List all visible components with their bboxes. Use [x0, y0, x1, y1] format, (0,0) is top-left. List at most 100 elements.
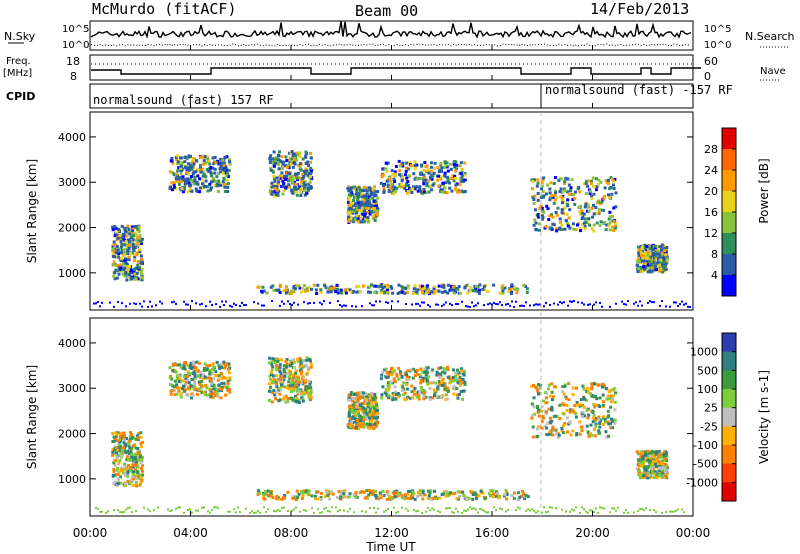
scatter-cell	[115, 468, 119, 472]
scatter-cell	[299, 362, 303, 366]
scatter-cell	[551, 425, 555, 429]
scatter-cell	[204, 185, 207, 188]
scatter-cell	[195, 360, 199, 364]
scatter-cell	[353, 411, 356, 415]
scatter-cell	[334, 290, 338, 293]
scatter-cell	[116, 439, 120, 443]
scatter-cell	[116, 255, 120, 259]
scatter-cell	[276, 153, 280, 157]
scatter-cell	[213, 171, 217, 175]
scatter-cell	[432, 171, 436, 175]
scatter-cell	[263, 304, 265, 307]
scatter-cell	[559, 187, 563, 191]
scatter-cell	[278, 291, 282, 294]
scatter-cell	[174, 370, 178, 374]
scatter-cell	[571, 386, 575, 390]
scatter-cell	[407, 161, 411, 165]
scatter-cell	[381, 370, 385, 374]
scatter-cell	[115, 446, 118, 450]
scatter-cell	[120, 224, 124, 228]
scatter-cell	[657, 462, 661, 466]
scatter-cell	[610, 417, 613, 421]
scatter-cell	[177, 389, 181, 393]
scatter-cell	[201, 377, 205, 380]
scatter-cell	[228, 158, 231, 162]
scatter-cell	[536, 178, 540, 182]
scatter-cell	[543, 424, 547, 428]
scatter-cell	[271, 170, 275, 174]
scatter-cell	[384, 167, 388, 171]
scatter-cell	[443, 303, 445, 306]
scatter-cell	[532, 396, 536, 400]
scatter-cell	[523, 497, 527, 500]
scatter-cell	[268, 494, 272, 498]
scatter-cell	[577, 301, 579, 304]
scatter-cell	[305, 356, 309, 360]
scatter-cell	[198, 186, 202, 190]
scatter-cell	[172, 362, 176, 366]
scatter-cell	[639, 251, 643, 255]
scatter-cell	[126, 480, 130, 483]
scatter-cell	[365, 412, 369, 416]
scatter-cell	[176, 154, 180, 158]
scatter-cell	[465, 496, 469, 500]
scatter-cell	[412, 367, 415, 371]
scatter-cell	[651, 471, 654, 475]
scatter-cell	[601, 393, 605, 397]
scatter-cell	[388, 176, 392, 180]
scatter-cell	[393, 385, 397, 389]
scatter-cell	[303, 288, 307, 292]
scatter-cell	[587, 511, 589, 514]
scatter-cell	[190, 396, 193, 400]
scatter-cell	[347, 185, 351, 189]
scatter-cell	[580, 425, 583, 429]
scatter-cell	[355, 189, 359, 193]
scatter-cell	[309, 156, 313, 160]
scatter-cell	[129, 269, 133, 272]
scatter-cell	[116, 473, 119, 476]
scatter-cell	[455, 163, 459, 167]
scatter-cell	[540, 206, 544, 210]
scatter-cell	[301, 183, 305, 187]
scatter-cell	[132, 259, 136, 263]
scatter-cell	[584, 220, 588, 224]
scatter-cell	[548, 430, 552, 434]
scatter-cell	[115, 264, 119, 268]
scatter-cell	[269, 385, 273, 389]
scatter-cell	[449, 506, 451, 509]
scatter-cell	[190, 179, 194, 183]
scatter-cell	[386, 291, 390, 295]
scatter-cell	[360, 206, 364, 210]
scatter-cell	[612, 220, 616, 223]
scatter-cell	[358, 414, 362, 418]
scatter-cell	[593, 303, 595, 306]
scatter-cell	[201, 302, 203, 305]
scatter-cell	[423, 301, 425, 304]
scatter-cell	[414, 373, 417, 377]
scatter-cell	[309, 302, 311, 305]
scatter-cell	[400, 185, 404, 189]
scatter-cell	[121, 449, 125, 452]
scatter-cell	[127, 238, 131, 242]
scatter-cell	[393, 174, 397, 178]
scatter-cell	[419, 390, 423, 394]
scatter-cell	[413, 286, 417, 290]
scatter-cell	[460, 176, 464, 180]
scatter-cell	[228, 160, 232, 164]
scatter-cell	[292, 158, 296, 162]
scatter-cell	[535, 303, 537, 306]
scatter-cell	[687, 305, 689, 308]
scatter-cell	[375, 204, 379, 208]
scatter-cell	[647, 452, 651, 456]
scatter-cell	[179, 169, 183, 173]
y-tick-label: 3000	[58, 176, 86, 189]
scatter-cell	[271, 496, 275, 500]
scatter-cell	[530, 187, 534, 191]
scatter-cell	[612, 206, 616, 210]
scatter-cell	[286, 165, 290, 169]
scatter-cell	[376, 190, 380, 194]
scatter-cell	[446, 178, 450, 182]
scatter-cell	[536, 434, 540, 438]
scatter-cell	[599, 301, 601, 304]
scatter-cell	[219, 372, 223, 376]
